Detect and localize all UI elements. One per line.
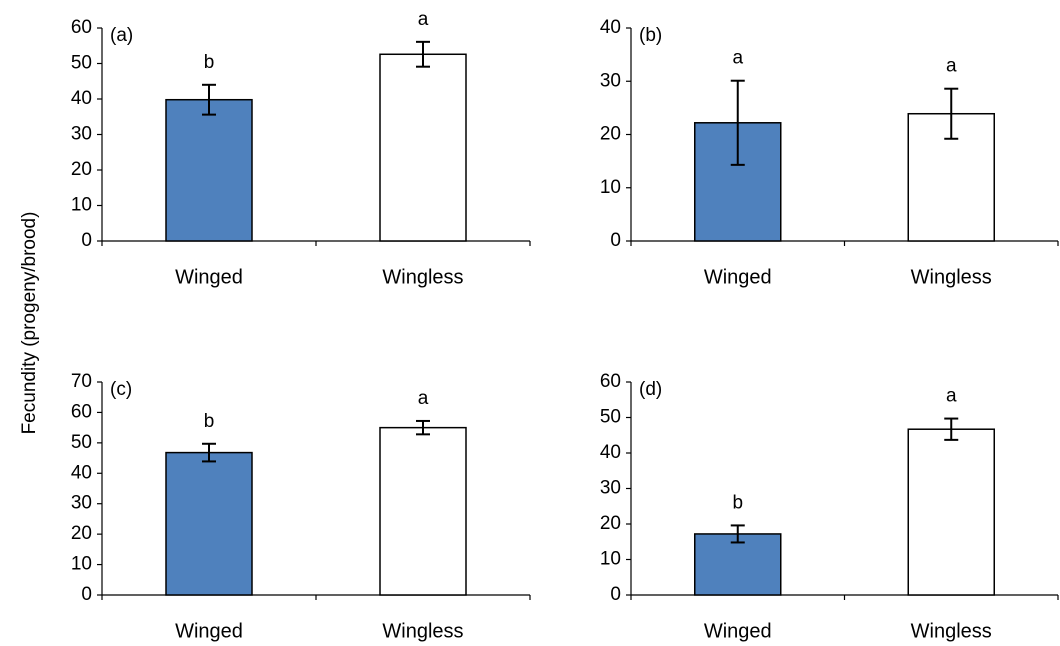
- panel-b-category-label-wingless: Wingless: [911, 266, 992, 288]
- panel-d-y-tick-label: 20: [600, 513, 621, 534]
- panel-a-significance-winged: b: [204, 52, 215, 73]
- panel-c-bar-wingless: [379, 426, 467, 596]
- panel-b-y-tick-label: 10: [600, 177, 621, 198]
- panel-b-category-label-winged: Winged: [704, 266, 772, 288]
- panel-c-y-tick-label: 40: [71, 462, 92, 483]
- panel-a-y-tick-label: 30: [71, 124, 92, 145]
- panel-d-y-tick-label: 0: [610, 584, 621, 605]
- panel-d-label: (d): [639, 379, 662, 400]
- panel-d-category-label-wingless: Wingless: [911, 620, 992, 642]
- panel-b-y-tick-label: 0: [610, 230, 621, 251]
- panel-d-y-tick-label: 30: [600, 478, 621, 499]
- panel-a-y-tick-label: 60: [71, 17, 92, 38]
- panel-d-y-tick-label: 60: [600, 371, 621, 392]
- y-axis-label: Fecundity (progeny/brood): [19, 212, 40, 435]
- panel-c-significance-winged: b: [204, 411, 215, 432]
- panel-a-significance-wingless: a: [418, 9, 429, 30]
- panel-d-y-tick-label: 40: [600, 442, 621, 463]
- panel-c-y-tick-label: 10: [71, 554, 92, 575]
- panel-a-bar-winged: [165, 98, 253, 242]
- panel-d-y-tick-label: 50: [600, 407, 621, 428]
- panel-d-significance-winged: b: [732, 492, 743, 513]
- panel-b-label: (b): [639, 25, 662, 46]
- panel-a-category-label-wingless: Wingless: [382, 266, 463, 288]
- panel-a-y-tick-label: 50: [71, 53, 92, 74]
- panel-c-category-label-wingless: Wingless: [382, 620, 463, 642]
- panel-d-significance-wingless: a: [946, 386, 957, 407]
- panel-d-y-tick-label: 10: [600, 549, 621, 570]
- panel-a-y-tick-label: 10: [71, 195, 92, 216]
- panel-a-label: (a): [110, 25, 133, 46]
- panel-a-y-tick-label: 20: [71, 159, 92, 180]
- panel-a-category-label-winged: Winged: [175, 266, 243, 288]
- panel-b-y-tick-label: 30: [600, 70, 621, 91]
- panel-a-y-tick-label: 40: [71, 88, 92, 109]
- panel-c-label: (c): [110, 379, 132, 400]
- panel-c-category-label-winged: Winged: [175, 620, 243, 642]
- panel-c-y-tick-label: 30: [71, 493, 92, 514]
- panel-b-y-tick-label: 20: [600, 124, 621, 145]
- panel-c-bar-winged: [165, 451, 253, 596]
- panel-c-y-tick-label: 0: [81, 584, 92, 605]
- panel-a-y-tick-label: 0: [81, 230, 92, 251]
- panel-c-y-tick-label: 20: [71, 523, 92, 544]
- panel-b-significance-wingless: a: [946, 56, 957, 77]
- panel-b-y-tick-label: 40: [600, 17, 621, 38]
- panel-c-significance-wingless: a: [418, 388, 429, 409]
- panel-c-y-tick-label: 70: [71, 371, 92, 392]
- panel-d-bar-winged: [694, 533, 782, 596]
- panel-c-y-tick-label: 60: [71, 401, 92, 422]
- panel-d-bar-wingless: [907, 428, 995, 596]
- panel-b-significance-winged: a: [732, 48, 743, 69]
- panel-d-category-label-winged: Winged: [704, 620, 772, 642]
- panel-a-bar-wingless: [379, 53, 467, 242]
- panel-c-y-tick-label: 50: [71, 432, 92, 453]
